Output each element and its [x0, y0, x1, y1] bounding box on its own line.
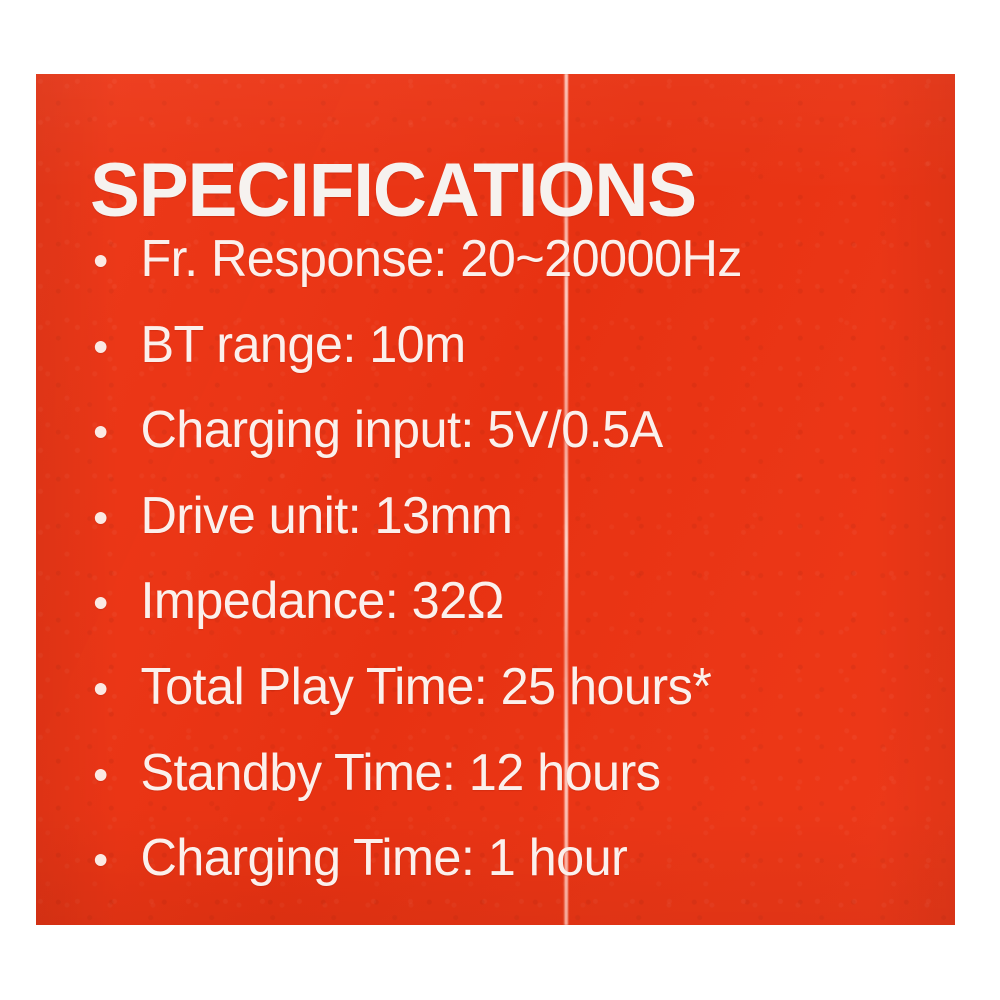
list-item: Charging Time: 1 hour: [90, 825, 924, 911]
list-item: BT range: 10m: [90, 312, 924, 398]
list-item: Total Play Time: 25 hours*: [90, 654, 924, 740]
bullet-icon: [94, 597, 107, 610]
specifications-list: Fr. Response: 20~20000Hz BT range: 10m C…: [90, 226, 950, 911]
list-item: Charging input: 5V/0.5A: [90, 397, 924, 483]
spec-total-play-time: Total Play Time: 25 hours*: [140, 657, 712, 716]
bullet-icon: [94, 768, 107, 781]
spec-bt-range: BT range: 10m: [140, 315, 466, 374]
bullet-icon: [94, 340, 107, 353]
bullet-icon: [94, 511, 107, 524]
page-title: SPECIFICATIONS: [90, 147, 697, 233]
spec-frequency-response: Fr. Response: 20~20000Hz: [140, 230, 742, 288]
bullet-icon: [94, 682, 107, 695]
list-item: Impedance: 32Ω: [90, 568, 924, 654]
spec-charging-input: Charging input: 5V/0.5A: [140, 401, 663, 460]
bullet-icon: [94, 854, 107, 867]
list-item: Fr. Response: 20~20000Hz: [90, 226, 924, 312]
spec-standby-time: Standby Time: 12 hours: [140, 743, 661, 802]
list-item: Drive unit: 13mm: [90, 483, 924, 569]
list-item: Standby Time: 12 hours: [90, 740, 924, 826]
spec-drive-unit: Drive unit: 13mm: [140, 486, 513, 545]
specifications-panel: SPECIFICATIONS Fr. Response: 20~20000Hz …: [36, 74, 955, 925]
spec-impedance: Impedance: 32Ω: [140, 572, 504, 631]
bullet-icon: [94, 426, 107, 439]
spec-charging-time: Charging Time: 1 hour: [140, 829, 628, 888]
bullet-icon: [94, 255, 107, 267]
